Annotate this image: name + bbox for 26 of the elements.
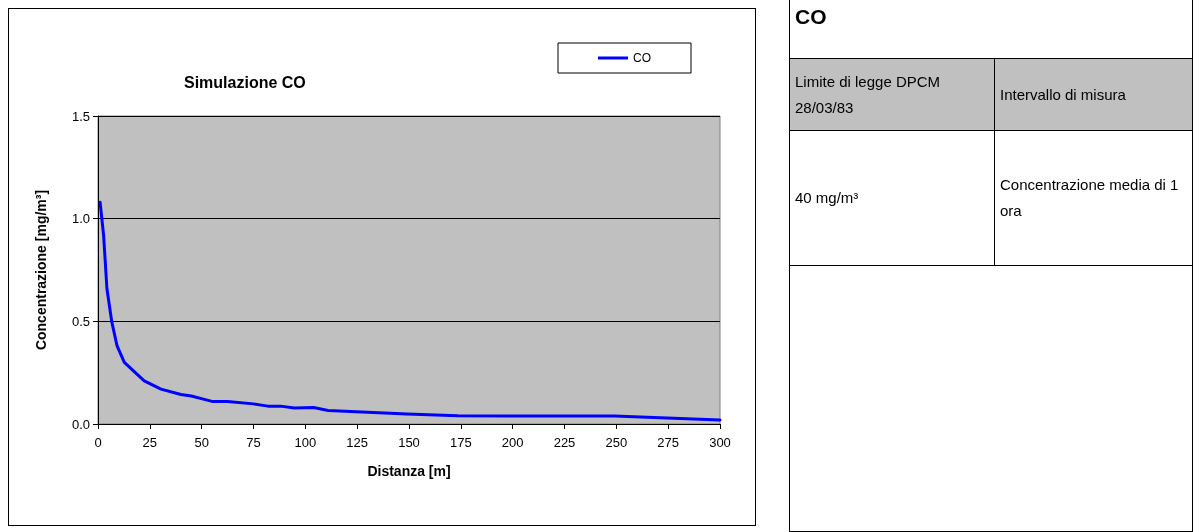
- x-axis-title: Distanza [m]: [367, 463, 451, 479]
- y-tick-label: 1.0: [71, 211, 90, 227]
- x-tick-label: 100: [294, 435, 317, 450]
- legend-label: CO: [633, 51, 651, 65]
- x-tick-label: 150: [398, 435, 420, 450]
- x-tick-label: 225: [553, 435, 576, 450]
- x-tick-label: 125: [346, 435, 369, 450]
- text: CO: [790, 0, 1192, 59]
- x-tick-label: 300: [709, 435, 731, 450]
- x-tick-label: 75: [246, 435, 261, 450]
- y-tick-label: 1.5: [71, 108, 90, 124]
- x-tick-label: 175: [449, 435, 472, 450]
- y-tick-label: 0.0: [71, 416, 90, 432]
- x-tick-label: 200: [501, 435, 524, 450]
- x-tick-label: 50: [194, 435, 209, 450]
- x-tick-label: 275: [657, 435, 680, 450]
- text: 40 mg/m³: [790, 130, 995, 266]
- y-axis-title: Concentrazione [mg/m³]: [33, 189, 49, 351]
- x-tick-label: 25: [142, 435, 158, 450]
- x-tick-label: 0: [94, 435, 102, 450]
- chart-title: Simulazione CO: [184, 73, 306, 91]
- text: Intervallo di misura: [994, 58, 1192, 131]
- x-tick-label: 250: [605, 435, 628, 450]
- y-tick-label: 0.5: [71, 313, 90, 329]
- text: Limite di legge DPCM 28/03/83: [790, 58, 995, 131]
- text: Concentrazione media di 1 ora: [994, 130, 1192, 266]
